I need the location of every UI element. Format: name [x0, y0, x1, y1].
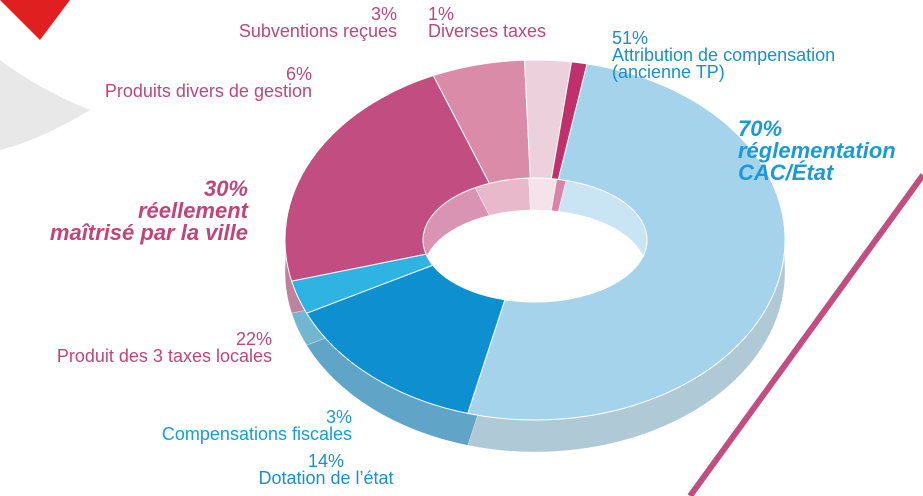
- annotation: 30% réellement maîtrisé par la ville: [50, 178, 248, 244]
- slice: [467, 63, 786, 421]
- value-label: 51%: [612, 28, 649, 48]
- decor-red: [0, 0, 70, 40]
- slice: [284, 74, 491, 282]
- value-label: 6%: [285, 64, 312, 84]
- slice-label: 51% Attribution de compensation (ancienne…: [612, 28, 882, 82]
- decor-line: [687, 173, 923, 496]
- donut: [284, 59, 786, 453]
- category-label: Attribution de compensation (ancienne TP…: [612, 45, 836, 82]
- annotation-line: maîtrisé par la ville: [49, 220, 248, 245]
- slice-label: 14% Dotation de l’état: [246, 451, 406, 488]
- value-label: 14%: [307, 451, 345, 471]
- annotation: 70% réglementation CAC/État: [738, 118, 896, 184]
- slice-label: 3% Subventions reçues: [197, 4, 397, 41]
- value-label: 3%: [325, 407, 352, 427]
- slice-label: 3% Compensations fiscales: [112, 407, 352, 444]
- decor-grey: [0, 60, 90, 150]
- annotation-line: CAC/État: [738, 160, 834, 185]
- side-shade: [285, 240, 785, 452]
- value-label: 22%: [235, 329, 272, 349]
- value-label: 3%: [370, 4, 397, 24]
- slice-label: 22% Produit des 3 taxes locales: [0, 329, 272, 366]
- category-label: Compensations fiscales: [161, 424, 352, 444]
- slice: [305, 264, 506, 414]
- slice-label: 1% Diverses taxes: [428, 4, 588, 41]
- annotation-line: 30%: [203, 176, 248, 201]
- value-label: 1%: [428, 4, 455, 24]
- annotation-line: 70%: [738, 116, 783, 141]
- category-label: Produits divers de gestion: [104, 81, 312, 101]
- category-label: Dotation de l’état: [258, 468, 394, 488]
- slice: [550, 61, 588, 180]
- category-label: Produit des 3 taxes locales: [56, 346, 272, 366]
- category-label: Diverses taxes: [428, 21, 547, 41]
- slice-label: 6% Produits divers de gestion: [52, 64, 312, 101]
- annotation-line: réglementation: [738, 138, 896, 163]
- category-label: Subventions reçues: [238, 21, 397, 41]
- annotation-line: réellement: [137, 198, 248, 223]
